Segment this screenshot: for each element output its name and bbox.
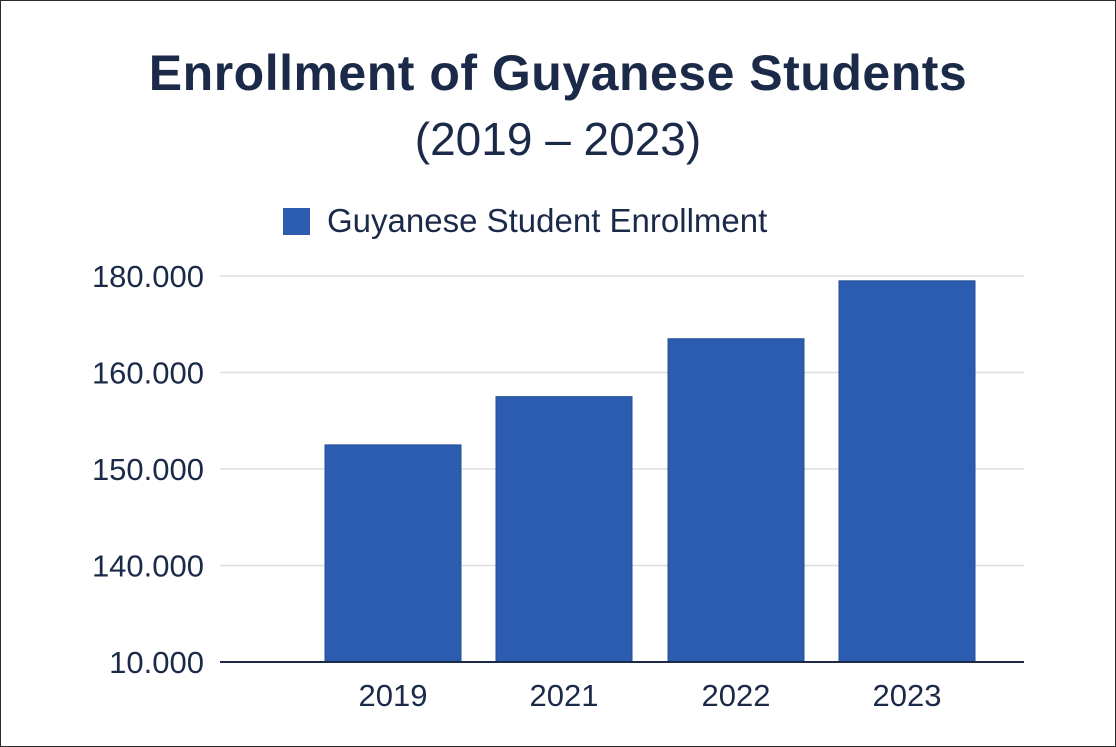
- chart-legend: Guyanese Student Enrollment: [283, 201, 767, 241]
- y-tick-label: 10.000: [109, 645, 204, 680]
- legend-swatch: [283, 207, 310, 235]
- y-tick-label: 160.000: [92, 356, 204, 391]
- x-tick-label: 2019: [359, 678, 428, 713]
- bar: [838, 280, 976, 663]
- chart-subtitle: (2019 – 2023): [414, 113, 702, 165]
- x-tick-label: 2023: [873, 678, 942, 713]
- chart-title: Enrollment of Guyanese Students: [148, 45, 968, 101]
- y-tick-label: 150.000: [92, 452, 204, 487]
- x-tick-label: 2022: [702, 678, 771, 713]
- bar: [324, 444, 462, 663]
- bar: [667, 338, 805, 663]
- y-tick-label: 180.000: [92, 259, 204, 294]
- x-tick-label: 2021: [530, 678, 599, 713]
- y-tick-label: 140.000: [92, 549, 204, 584]
- legend-label: Guyanese Student Enrollment: [327, 202, 768, 239]
- bar: [495, 396, 633, 663]
